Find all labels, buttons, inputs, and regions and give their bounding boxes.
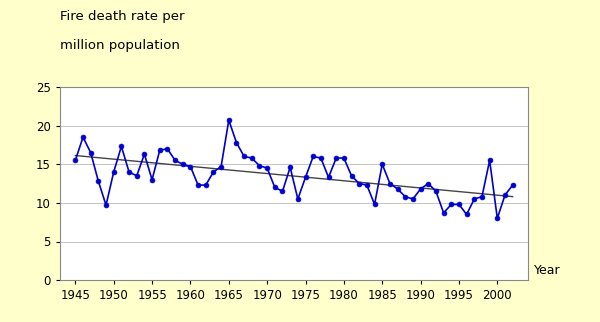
- Text: Year: Year: [534, 264, 560, 277]
- Text: Fire death rate per: Fire death rate per: [60, 10, 185, 23]
- Text: million population: million population: [60, 39, 180, 52]
